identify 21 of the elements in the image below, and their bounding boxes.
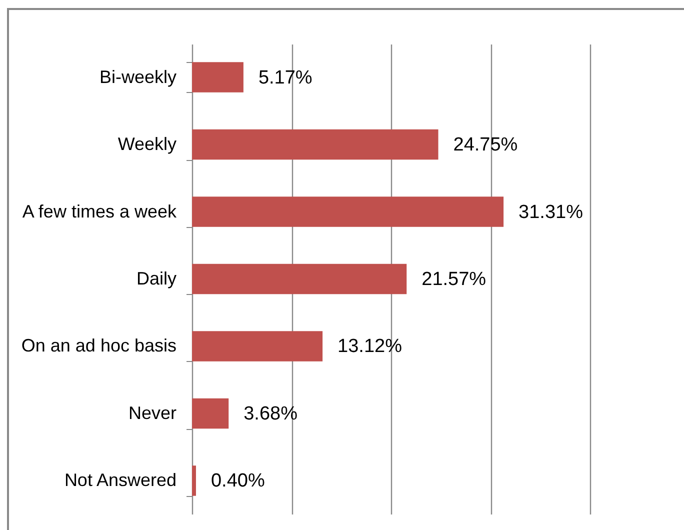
bar: [192, 398, 229, 429]
y-tick-label: Bi-weekly: [99, 66, 176, 87]
data-label: 31.31%: [518, 202, 584, 223]
data-label: 21.57%: [422, 269, 486, 290]
data-label: 24.75%: [453, 134, 518, 156]
data-label: 0.40%: [210, 470, 265, 492]
y-tick-label: Daily: [136, 268, 176, 288]
y-tick-label: On an ad hoc basis: [21, 336, 176, 356]
y-tick-label: Not Answered: [64, 470, 176, 490]
data-label: 13.12%: [338, 336, 402, 358]
y-tick-label: Weekly: [118, 134, 176, 154]
bar: [192, 331, 323, 362]
data-label: 3.68%: [244, 403, 298, 424]
bar: [192, 466, 196, 496]
bar: [192, 62, 244, 92]
bar: [192, 264, 407, 294]
y-tick-label: Never: [128, 402, 177, 423]
y-tick-label: A few times a week: [22, 201, 178, 222]
bar: [192, 196, 504, 227]
bar: [192, 129, 438, 160]
data-label: 5.17%: [258, 67, 312, 88]
